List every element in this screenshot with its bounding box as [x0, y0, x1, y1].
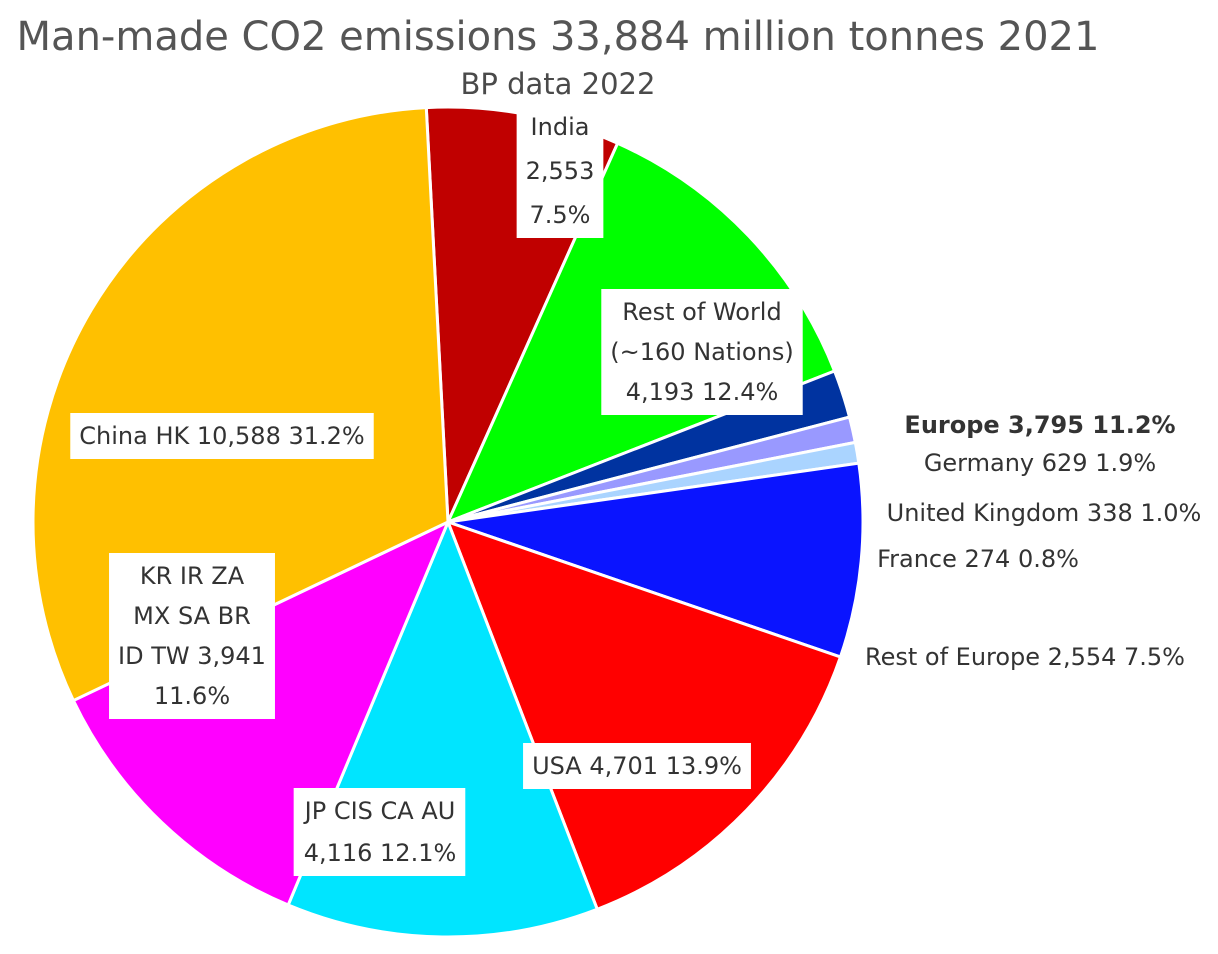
slice-label-line: Rest of World — [622, 298, 781, 326]
slice-label-kr-ir-za-mx-sa-br-id-tw: KR IR ZA MX SA BR ID TW 3,941 11.6% — [109, 553, 275, 719]
chart-subtitle: BP data 2022 — [461, 67, 656, 101]
slice-label-line: 11.6% — [154, 682, 230, 710]
slice-label-line: 2,553 — [526, 157, 595, 185]
slice-label-united-kingdom: United Kingdom 338 1.0% — [887, 499, 1202, 527]
pie-slice-rest-of-europe — [447, 461, 865, 659]
slice-label-line: 4,116 12.1% — [304, 839, 457, 867]
pie-slice-usa — [445, 519, 843, 912]
pie-slice-china-hk — [31, 105, 450, 703]
label-background — [109, 553, 275, 719]
pie-slices — [31, 105, 865, 939]
europe-group-label: Europe 3,795 11.2% — [904, 411, 1175, 439]
label-background — [601, 289, 803, 415]
label-background — [293, 788, 466, 876]
label-background — [516, 104, 604, 238]
slice-label-line: ID TW 3,941 — [118, 642, 266, 670]
slice-label-line: India — [531, 113, 590, 141]
slice-label-germany: Germany 629 1.9% — [924, 449, 1156, 477]
slice-label-rest-of-world: Rest of World (~160 Nations) 4,193 12.4% — [601, 289, 803, 415]
slice-label-line: USA 4,701 13.9% — [532, 752, 742, 780]
slice-label-line: Rest of Europe 2,554 7.5% — [865, 643, 1185, 671]
slice-label-usa: USA 4,701 13.9% — [523, 743, 751, 789]
slice-label-line: 4,193 12.4% — [626, 378, 779, 406]
slice-label-line: JP CIS CA AU — [303, 797, 456, 825]
slice-label-line: Germany 629 1.9% — [924, 449, 1156, 477]
slice-label-line: MX SA BR — [133, 602, 251, 630]
slice-label-line: 7.5% — [530, 201, 591, 229]
slice-label-line: United Kingdom 338 1.0% — [887, 499, 1202, 527]
slice-label-line: KR IR ZA — [140, 562, 245, 590]
chart-title: Man-made CO2 emissions 33,884 million to… — [17, 14, 1100, 60]
slice-label-jp-cis-ca-au: JP CIS CA AU 4,116 12.1% — [293, 788, 466, 876]
slice-labels: India 2,553 7.5% Rest of World (~160 Nations… — [70, 104, 1201, 876]
slice-label-line: (~160 Nations) — [610, 338, 793, 366]
slice-label-line: China HK 10,588 31.2% — [79, 422, 364, 450]
label-background — [70, 413, 374, 459]
slice-label-france: France 274 0.8% — [877, 545, 1079, 573]
slice-label-china-hk: China HK 10,588 31.2% — [70, 413, 374, 459]
slice-label-rest-of-europe: Rest of Europe 2,554 7.5% — [865, 643, 1185, 671]
label-background — [523, 743, 751, 789]
slice-label-line: France 274 0.8% — [877, 545, 1079, 573]
slice-label-india: India 2,553 7.5% — [516, 104, 604, 238]
